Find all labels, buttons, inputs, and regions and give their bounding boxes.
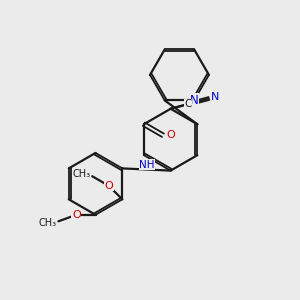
Text: O: O (166, 130, 175, 140)
Text: N: N (212, 92, 220, 102)
Text: O: O (104, 181, 113, 191)
Text: N: N (190, 94, 199, 107)
Text: C: C (184, 99, 192, 109)
Text: O: O (72, 210, 81, 220)
Text: CH₃: CH₃ (73, 169, 91, 179)
Text: NH: NH (139, 160, 154, 170)
Text: CH₃: CH₃ (39, 218, 57, 228)
